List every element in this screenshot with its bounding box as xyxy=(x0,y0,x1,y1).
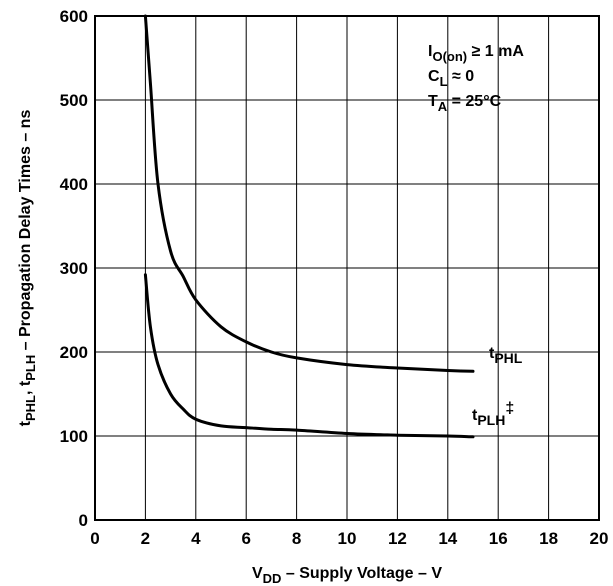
plot-frame xyxy=(94,15,600,521)
y-tick-600: 600 xyxy=(60,7,88,26)
condition-output-current: IO(on) ≥ 1 mA xyxy=(428,43,524,64)
y-axis-label: tPHL, tPLH – Propagation Delay Times – n… xyxy=(17,110,38,427)
tplh-series-label: tPLH‡ xyxy=(472,400,514,428)
x-tick-12: 12 xyxy=(388,529,407,548)
x-tick-18: 18 xyxy=(539,529,558,548)
x-tick-14: 14 xyxy=(438,529,457,548)
x-tick-0: 0 xyxy=(90,529,99,548)
y-tick-100: 100 xyxy=(60,427,88,446)
condition-ambient-temperature: TA = 25°C xyxy=(428,93,502,114)
x-tick-10: 10 xyxy=(338,529,357,548)
y-tick-0: 0 xyxy=(79,511,88,530)
x-tick-labels: 0 2 4 6 8 10 12 14 16 18 20 xyxy=(90,529,608,548)
x-tick-2: 2 xyxy=(141,529,150,548)
tphl-series-label: tPHL xyxy=(489,345,523,366)
y-tick-labels: 0 100 200 300 400 500 600 xyxy=(60,7,88,530)
x-tick-4: 4 xyxy=(191,529,201,548)
y-tick-500: 500 xyxy=(60,91,88,110)
tplh-curve xyxy=(143,273,475,439)
grid-lines xyxy=(95,16,599,520)
x-tick-6: 6 xyxy=(241,529,250,548)
y-tick-300: 300 xyxy=(60,259,88,278)
tphl-curve xyxy=(143,14,475,373)
x-tick-8: 8 xyxy=(292,529,301,548)
series-curves xyxy=(143,14,475,439)
y-tick-200: 200 xyxy=(60,343,88,362)
x-tick-20: 20 xyxy=(590,529,609,548)
condition-load-capacitance: CL ≈ 0 xyxy=(428,68,474,89)
y-tick-400: 400 xyxy=(60,175,88,194)
x-tick-16: 16 xyxy=(489,529,508,548)
x-axis-label: VDD – Supply Voltage – V xyxy=(252,565,442,586)
test-conditions: IO(on) ≥ 1 mA CL ≈ 0 TA = 25°C xyxy=(428,43,524,114)
